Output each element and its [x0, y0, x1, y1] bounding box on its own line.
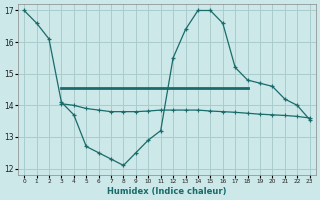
- X-axis label: Humidex (Indice chaleur): Humidex (Indice chaleur): [107, 187, 227, 196]
